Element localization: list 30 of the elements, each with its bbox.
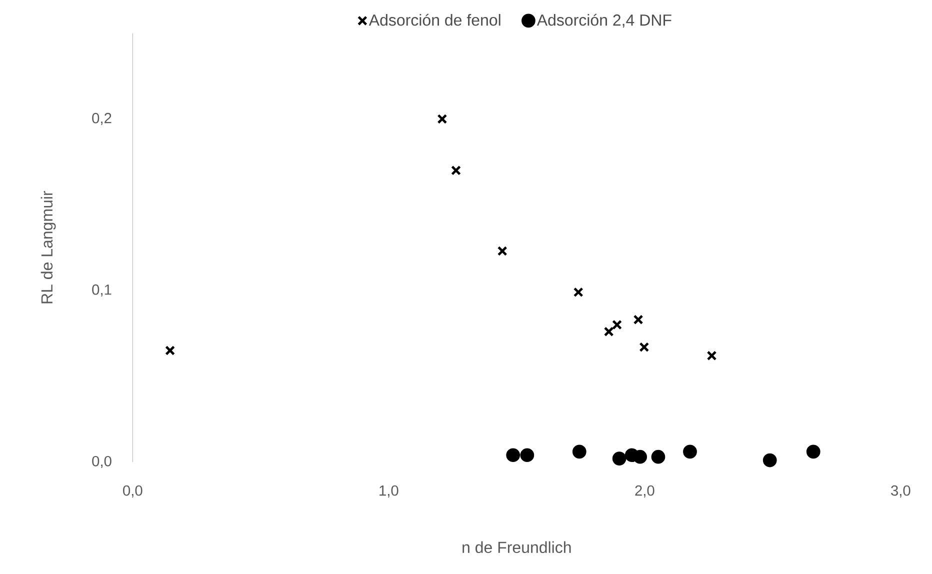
x-tick-label: 2,0	[635, 485, 654, 498]
legend-label: Adsorción 2,4 DNF	[536, 14, 672, 28]
x-tick-label: 3,0	[891, 485, 910, 498]
point	[165, 346, 176, 356]
point	[633, 450, 647, 464]
point	[612, 452, 626, 466]
point	[573, 287, 584, 298]
point	[706, 350, 717, 361]
point	[451, 165, 461, 176]
legend-label: Adsorción de fenol	[368, 14, 500, 26]
point	[572, 444, 586, 459]
point	[683, 444, 697, 459]
y-tick-label: 0,2	[92, 112, 112, 126]
y-tick-label: 0,1	[92, 284, 112, 297]
point	[612, 320, 622, 330]
point	[633, 314, 644, 325]
point	[639, 342, 650, 352]
point	[651, 450, 666, 464]
point	[437, 114, 448, 124]
x-tick-label: 1,0	[380, 485, 398, 498]
x-tick-label: 0,0	[123, 485, 142, 498]
point	[506, 448, 520, 462]
y-axis-title: RL de Langmuir	[40, 190, 56, 304]
point	[604, 326, 614, 337]
point	[497, 246, 508, 256]
point	[520, 448, 534, 462]
x-axis-title: n de Freundlich	[462, 541, 571, 554]
y-tick-label: 0,0	[92, 456, 112, 468]
point	[806, 444, 820, 459]
point	[762, 453, 777, 468]
